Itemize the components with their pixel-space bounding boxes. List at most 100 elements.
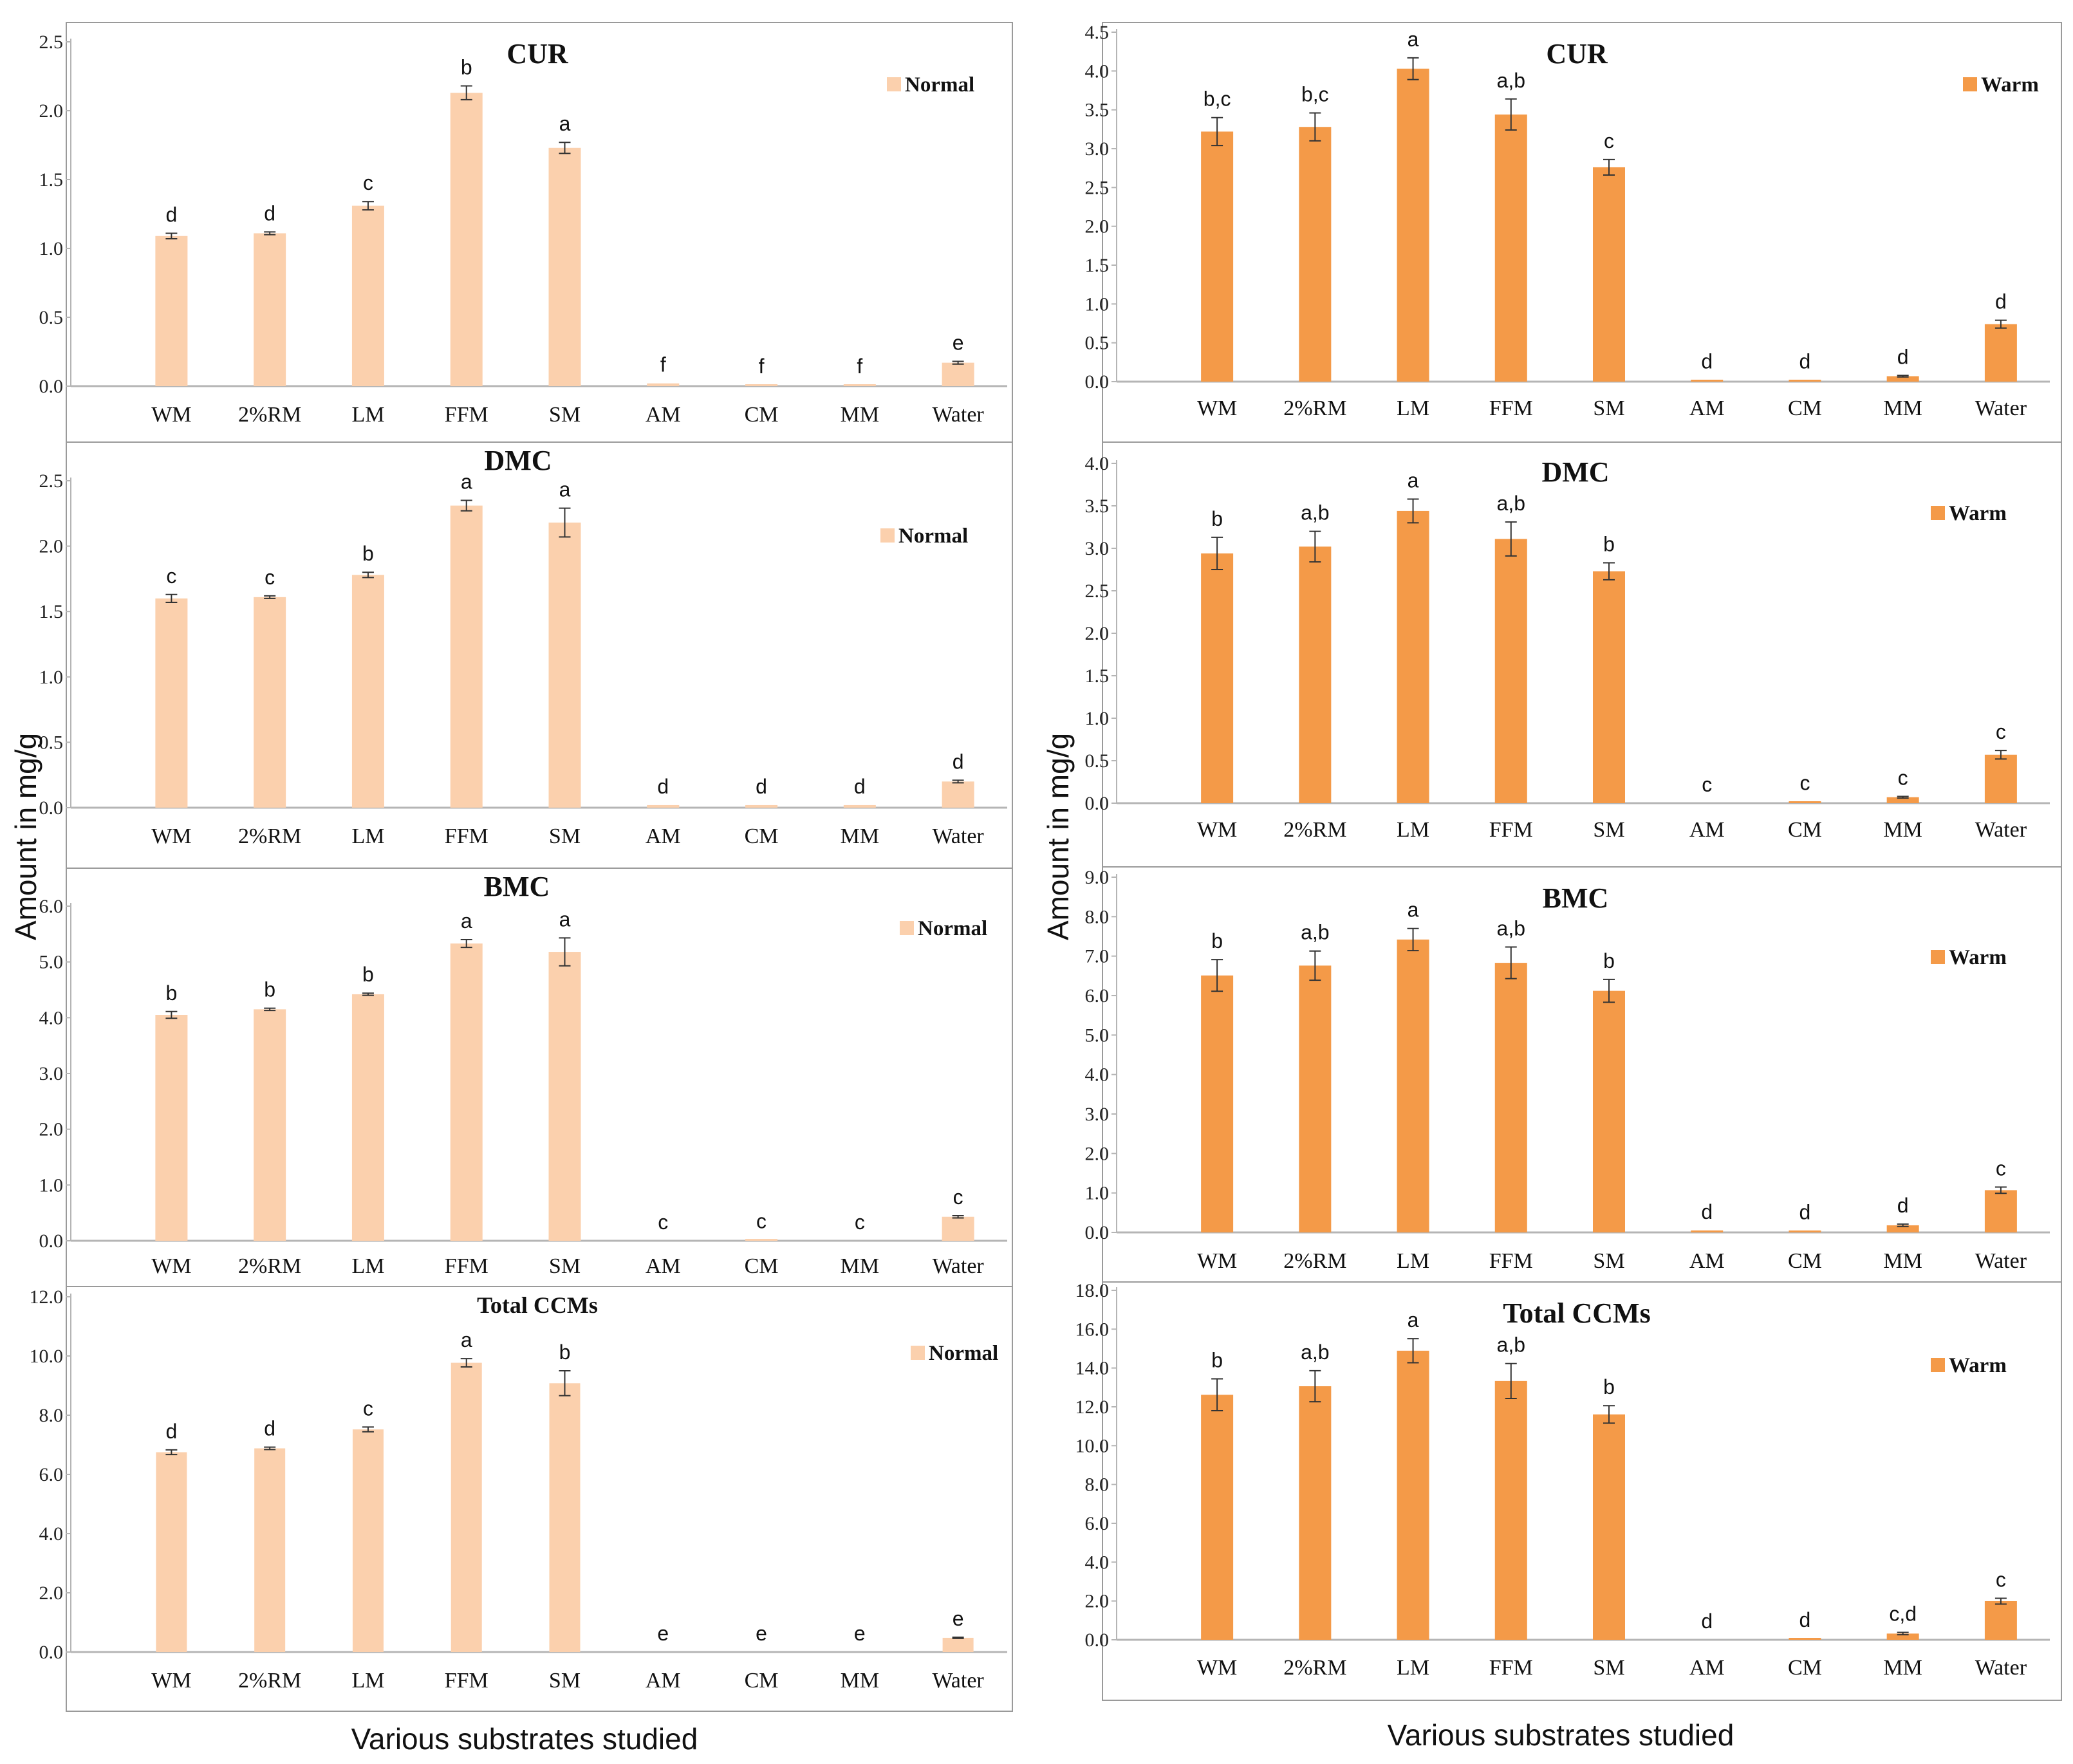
- x-tick-label: CM: [745, 1254, 779, 1278]
- y-tick-label: 2.5: [39, 470, 64, 492]
- y-tick-label: 1.5: [1085, 255, 1110, 276]
- chart-title: CUR: [1546, 38, 1608, 70]
- chart-panel-7: 0.0 1.0 2.0 3.0 4.0 5.0 6.0 7.0 8.0 9.0 b WM a,b 2%RM…: [1085, 866, 2062, 1283]
- bar-am: [647, 804, 680, 808]
- x-tick-label: LM: [1397, 1656, 1429, 1680]
- bar-2pctrm: [1299, 127, 1332, 382]
- significance-label: a,b: [1497, 69, 1525, 92]
- x-tick-label: AM: [1689, 396, 1725, 420]
- bar-water: [942, 362, 974, 386]
- x-tick-label: WM: [151, 1669, 191, 1693]
- x-tick-label: SM: [549, 824, 581, 848]
- x-tick-label: FFM: [445, 403, 488, 427]
- significance-label: d: [165, 1420, 177, 1443]
- significance-label: b: [165, 981, 177, 1005]
- bar-ffm: [450, 505, 483, 808]
- significance-label: d: [1799, 1608, 1811, 1631]
- significance-label: c: [363, 1397, 373, 1420]
- x-tick-label: LM: [351, 1254, 384, 1278]
- bar-ffm: [1494, 114, 1527, 382]
- bar-2pctrm: [254, 1448, 286, 1652]
- x-tick-label: MM: [841, 824, 879, 848]
- legend-swatch: [1931, 950, 1945, 964]
- significance-label: a: [559, 478, 571, 501]
- x-tick-label: LM: [351, 1669, 384, 1693]
- bar-mm: [843, 384, 876, 386]
- significance-label: b,c: [1204, 88, 1231, 111]
- significance-label: a: [1408, 28, 1419, 51]
- bar-sm: [1593, 571, 1625, 803]
- significance-label: d: [756, 775, 767, 798]
- x-tick-label: FFM: [1489, 396, 1533, 420]
- x-tick-label: MM: [1883, 1656, 1922, 1680]
- significance-label: e: [756, 1622, 767, 1645]
- bar-water: [942, 781, 974, 808]
- x-tick-label: Water: [1975, 1249, 2027, 1273]
- legend-label: Warm: [1981, 73, 2039, 97]
- x-tick-label: CM: [745, 403, 779, 427]
- significance-label: a,b: [1301, 1341, 1329, 1364]
- panel-frame: [66, 441, 1013, 869]
- y-tick-label: 1.5: [1085, 665, 1110, 687]
- bar-cm: [745, 804, 778, 808]
- y-tick-label: 0.5: [1085, 750, 1110, 772]
- x-tick-label: Water: [1975, 396, 2027, 420]
- y-tick-label: 18.0: [1075, 1280, 1110, 1301]
- bar-wm: [155, 598, 188, 808]
- bar-2pctrm: [254, 597, 286, 808]
- panel-frame: [66, 868, 1013, 1287]
- significance-label: a: [559, 112, 571, 135]
- significance-label: c: [1996, 1568, 2006, 1591]
- legend-label: Normal: [918, 917, 987, 940]
- y-tick-label: 3.0: [1085, 1104, 1110, 1125]
- y-tick-label: 2.5: [39, 32, 64, 53]
- y-tick-label: 10.0: [1075, 1435, 1110, 1456]
- bar-mm: [1886, 1225, 1919, 1232]
- y-tick-label: 4.0: [1085, 453, 1110, 474]
- bar-wm: [156, 1452, 187, 1652]
- significance-label: e: [953, 331, 964, 354]
- bar-mm: [1886, 797, 1919, 803]
- x-tick-label: MM: [1883, 1249, 1922, 1273]
- x-tick-label: CM: [1788, 396, 1822, 420]
- legend-swatch: [1931, 506, 1945, 520]
- x-tick-label: MM: [841, 403, 879, 427]
- bar-2pctrm: [254, 1009, 286, 1241]
- y-tick-label: 6.0: [1085, 985, 1110, 1007]
- significance-label: e: [953, 1607, 964, 1630]
- panel-frame: [1102, 866, 2062, 1283]
- significance-label: d: [1701, 1200, 1713, 1223]
- bar-ffm: [451, 1362, 482, 1652]
- y-tick-label: 2.0: [39, 1583, 64, 1604]
- y-tick-label: 2.0: [39, 1119, 64, 1140]
- significance-label: a: [1408, 469, 1419, 492]
- y-tick-label: 8.0: [1085, 1474, 1110, 1496]
- y-tick-label: 3.0: [1085, 538, 1110, 559]
- y-tick-label: 4.0: [1085, 60, 1110, 82]
- y-tick-label: 8.0: [1085, 906, 1110, 927]
- legend-label: Warm: [1949, 946, 2007, 969]
- bar-wm: [1201, 975, 1234, 1232]
- bar-water: [1984, 754, 2017, 803]
- x-tick-label: 2%RM: [1283, 1656, 1346, 1680]
- bar-sm: [1593, 167, 1625, 382]
- y-tick-label: 10.0: [30, 1346, 64, 1367]
- x-tick-label: 2%RM: [1283, 1249, 1346, 1273]
- bar-ffm: [1494, 1380, 1527, 1640]
- significance-label: a: [1408, 1308, 1419, 1332]
- y-tick-label: 2.0: [1085, 623, 1110, 644]
- bar-am: [647, 383, 680, 386]
- y-tick-label: 4.5: [1085, 22, 1110, 43]
- x-tick-label: Water: [1975, 1656, 2027, 1680]
- chart-title: CUR: [507, 38, 569, 70]
- y-tick-label: 12.0: [1075, 1397, 1110, 1418]
- significance-label: d: [1995, 290, 2007, 313]
- x-tick-label: LM: [1397, 1249, 1429, 1273]
- significance-label: b: [461, 55, 472, 79]
- x-tick-label: MM: [1883, 396, 1922, 420]
- y-tick-label: 4.0: [1085, 1064, 1110, 1086]
- bar-ffm: [1494, 963, 1527, 1232]
- y-tick-label: 6.0: [39, 1464, 64, 1485]
- x-tick-label: 2%RM: [238, 1254, 301, 1278]
- chart-title: Total CCMs: [1503, 1297, 1650, 1329]
